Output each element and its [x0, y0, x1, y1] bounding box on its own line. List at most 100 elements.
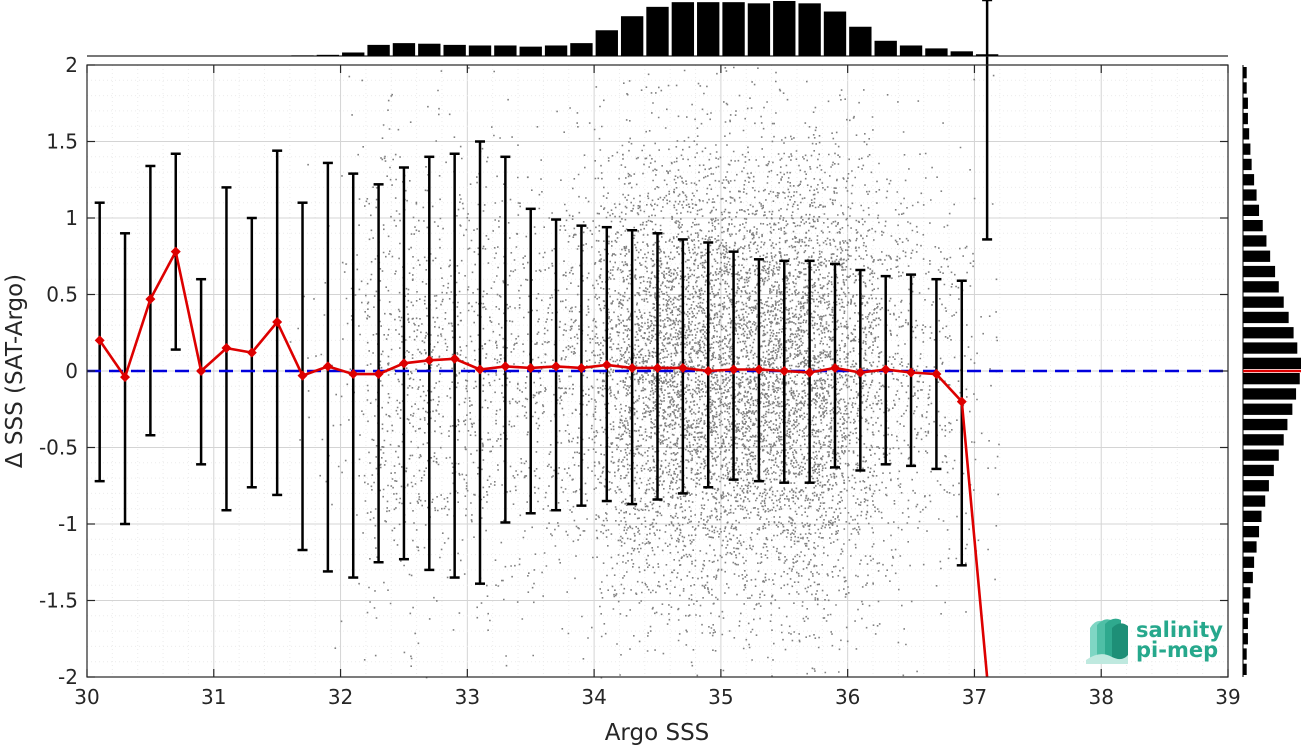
mean-marker: [677, 362, 688, 373]
top-histogram-bar: [342, 52, 365, 56]
right-histogram-bar: [1243, 189, 1257, 201]
top-histogram-bar: [494, 45, 517, 56]
scatter-points: [289, 66, 1000, 679]
right-histogram-bar: [1243, 128, 1250, 140]
top-histogram-bar: [849, 26, 872, 56]
top-histogram-bar: [544, 45, 568, 56]
right-histogram-bar: [1243, 449, 1279, 461]
wave-logo-icon: [1086, 618, 1128, 664]
right-histogram-bar: [1243, 587, 1251, 599]
right-histogram-bar: [1243, 296, 1284, 308]
right-histogram-bar: [1243, 418, 1288, 431]
mean-marker: [475, 364, 486, 375]
mean-marker: [804, 367, 815, 378]
top-histogram-bar: [570, 43, 593, 56]
right-histogram-bar: [1243, 633, 1248, 645]
x-tick-label: 36: [835, 685, 860, 709]
y-axis-label: Δ SSS (SAT-Argo): [2, 274, 28, 468]
binned-mean-series: [94, 246, 989, 677]
mean-marker: [525, 362, 536, 373]
top-histogram-bar: [620, 16, 644, 56]
salinity-pimep-logo: salinity pi-mep: [1086, 618, 1223, 664]
top-histogram-bar: [925, 48, 948, 56]
x-axis-label: Argo SSS: [605, 720, 710, 746]
mean-marker: [728, 364, 739, 375]
error-bars: [94, 0, 993, 585]
mean-marker: [348, 369, 359, 380]
right-histogram-bar: [1243, 112, 1248, 125]
right-histogram-bar: [1243, 403, 1293, 415]
right-histogram-bar: [1243, 510, 1262, 522]
x-tick-label: 31: [201, 685, 226, 709]
x-axis-ticks: 30 31 32 33 34 35 36 37 38 39: [74, 65, 1241, 709]
mean-marker: [449, 353, 460, 364]
x-tick-label: 30: [74, 685, 99, 709]
mean-marker: [855, 367, 866, 378]
right-histogram-bar: [1243, 327, 1294, 339]
mean-marker: [322, 361, 333, 372]
mean-marker: [703, 366, 714, 376]
y-tick-label: -1.5: [39, 589, 78, 613]
top-histogram-bar: [519, 46, 542, 56]
mean-marker: [145, 294, 156, 305]
mean-marker: [500, 361, 511, 372]
mean-marker: [221, 343, 232, 354]
error-bar: [956, 279, 967, 567]
right-histogram-bar: [1243, 648, 1247, 660]
top-histogram-bar: [392, 43, 416, 56]
x-tick-label: 32: [328, 685, 353, 709]
top-histogram-bar: [418, 43, 441, 56]
x-tick-label: 33: [455, 685, 480, 709]
mean-marker: [779, 366, 790, 376]
right-histogram-bar: [1243, 571, 1253, 584]
right-histogram-bar: [1243, 220, 1263, 232]
mean-marker: [297, 370, 308, 381]
y-axis-ticks: 2 1.5 1 0.5 0 -0.5 -1 -1.5 -2: [39, 53, 1228, 689]
right-histogram-bar: [1243, 342, 1298, 354]
mean-marker: [576, 362, 587, 373]
x-tick-label: 37: [962, 685, 987, 709]
x-tick-label: 38: [1088, 685, 1113, 709]
error-bar: [982, 0, 993, 241]
right-histogram-bar: [1243, 158, 1252, 171]
top-histogram-bar: [291, 55, 314, 56]
right-histogram-bar: [1243, 143, 1251, 155]
right-histogram-bar: [1243, 281, 1279, 293]
right-histogram-bar: [1243, 235, 1267, 247]
mean-marker: [627, 362, 638, 373]
y-tick-label: 1: [65, 206, 78, 230]
y-tick-label: -0.5: [39, 436, 78, 460]
top-histogram-bar: [899, 45, 923, 56]
top-histogram-bar: [950, 51, 973, 56]
y-tick-label: 0.5: [46, 283, 78, 307]
top-histogram: [87, 1, 1228, 57]
right-histogram-bar: [1243, 311, 1289, 324]
mean-marker: [272, 317, 283, 328]
mean-marker: [170, 246, 181, 257]
right-histogram-bar: [1243, 541, 1257, 553]
right-histogram-bar: [1243, 464, 1274, 477]
error-bar: [475, 140, 486, 585]
mean-marker: [94, 335, 105, 346]
mean-marker: [398, 358, 409, 369]
mean-marker: [880, 364, 891, 375]
right-histogram: [1242, 65, 1301, 677]
mean-marker: [196, 366, 207, 376]
top-histogram-bar: [367, 44, 390, 56]
right-histogram-bar: [1243, 480, 1269, 492]
top-histogram-bar: [671, 2, 695, 57]
top-histogram-bar: [443, 44, 466, 56]
top-histogram-bar: [722, 2, 745, 57]
x-tick-label: 39: [1215, 685, 1240, 709]
top-histogram-bar: [697, 2, 720, 57]
right-histogram-bar: [1243, 602, 1250, 614]
error-bar: [703, 241, 714, 489]
mean-marker: [551, 361, 562, 372]
error-bar: [500, 155, 511, 524]
mean-marker: [652, 362, 663, 373]
right-histogram-bar: [1243, 556, 1255, 568]
error-bar: [449, 152, 460, 579]
mean-marker: [829, 362, 840, 373]
top-histogram-bar: [798, 3, 821, 57]
